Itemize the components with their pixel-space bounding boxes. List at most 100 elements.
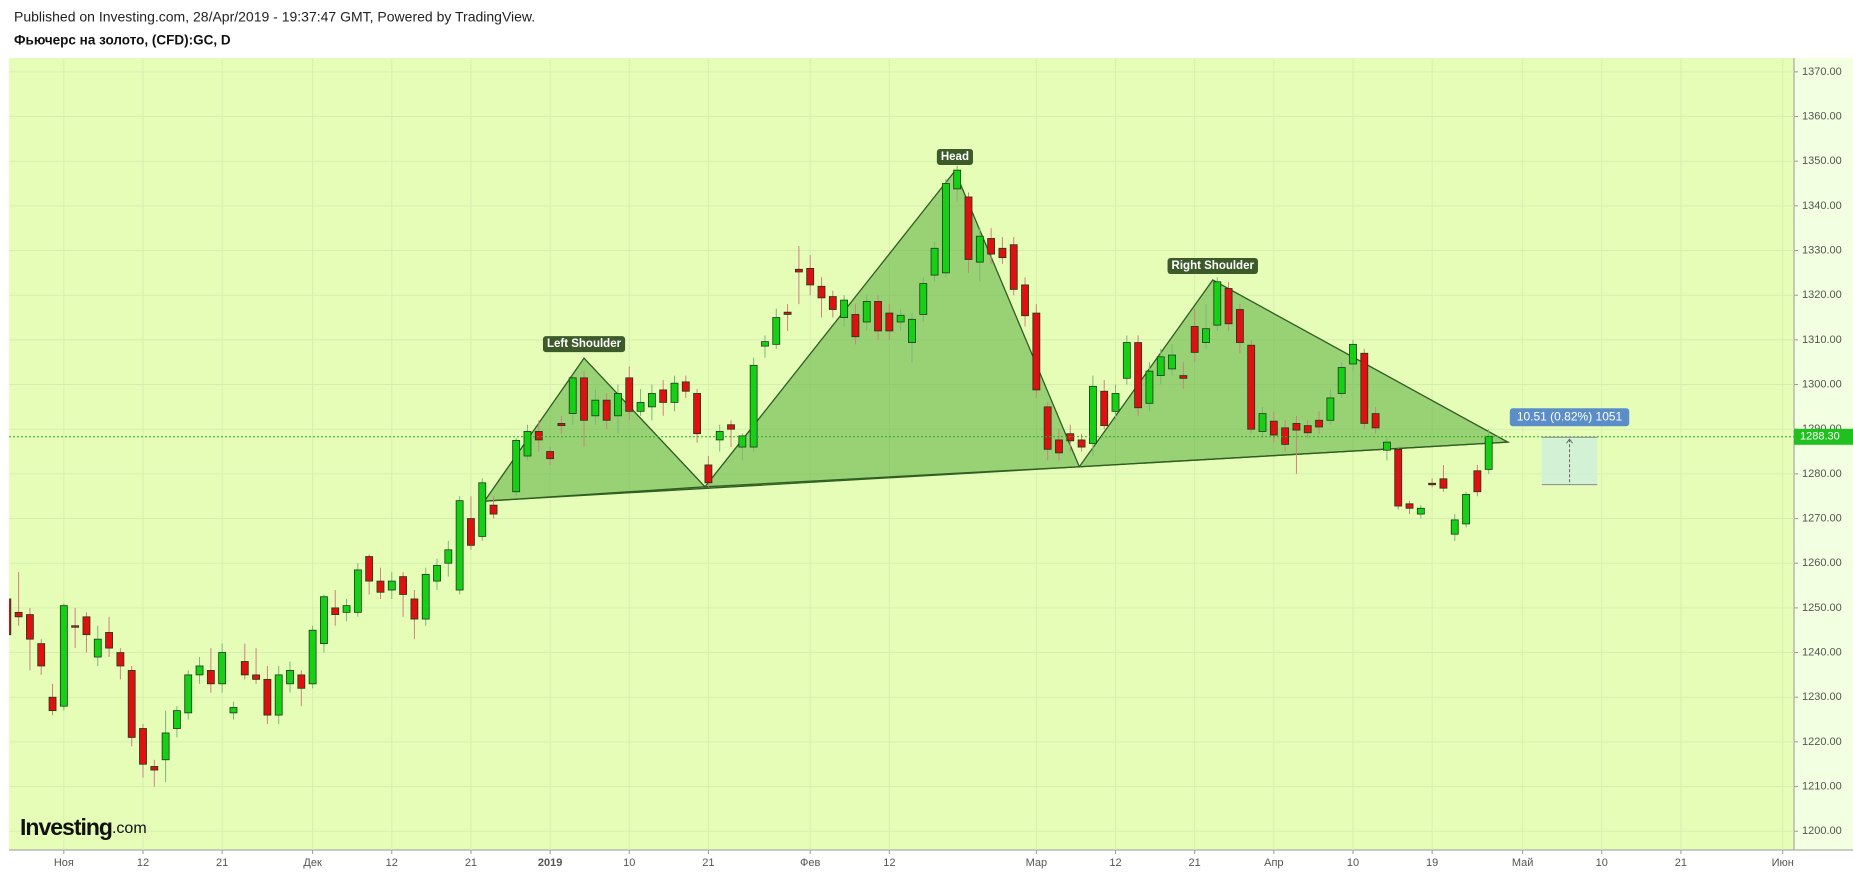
candle-body [240, 661, 249, 676]
candle-body [1247, 344, 1256, 430]
candle-body [1450, 519, 1459, 535]
y-tick-label: 1310.00 [1802, 334, 1842, 346]
candle-body [591, 399, 600, 417]
candle-body [840, 299, 849, 318]
candle-body [862, 301, 871, 323]
candle-body [387, 580, 396, 591]
candle-body [1224, 288, 1233, 325]
neckline [1079, 441, 1508, 468]
y-tick-label: 1330.00 [1802, 244, 1842, 256]
candle-body [941, 183, 950, 274]
x-tick-label: 12 [1109, 857, 1121, 869]
candle-body [1021, 284, 1029, 317]
candle-body [534, 431, 543, 441]
candle-body [919, 283, 928, 315]
x-tick-label: Ноя [54, 857, 74, 869]
candle-body [184, 674, 193, 714]
x-tick-label: Май [1512, 857, 1534, 869]
pattern-label: Right Shoulder [1172, 260, 1255, 272]
y-tick-label: 1270.00 [1802, 512, 1842, 524]
pattern-label-box [1167, 258, 1258, 275]
candle-body [93, 638, 102, 658]
candle-body [14, 611, 23, 618]
x-tick-label: Фев [800, 857, 820, 869]
y-tick-label: 1370.00 [1802, 66, 1842, 78]
candle-body [896, 314, 905, 323]
x-tick-label: Мар [1026, 857, 1048, 869]
candle-body [139, 728, 147, 765]
x-tick-label: 10 [623, 857, 635, 869]
y-tick-label: 1320.00 [1802, 289, 1842, 301]
candle-body [1043, 406, 1052, 450]
candle-body [1462, 494, 1470, 525]
logo-name: Investing [20, 814, 112, 840]
x-tick-label: 21 [1675, 857, 1687, 869]
candle-body [71, 625, 80, 628]
x-tick-label: Дек [303, 857, 322, 869]
candle-body [1281, 427, 1290, 445]
published-line: Published on Investing.com, 28/Apr/2019 … [14, 9, 535, 25]
candle-body [1326, 397, 1335, 421]
candle-body [546, 451, 555, 460]
candle-body [1009, 244, 1018, 290]
candle-body [647, 393, 656, 408]
pattern-label: Head [941, 151, 969, 163]
candle-body [1134, 342, 1143, 409]
candle-body [806, 267, 815, 286]
candle-body [953, 169, 962, 190]
candle-body [794, 268, 803, 273]
candle-body [1382, 441, 1391, 451]
candle-body [523, 431, 532, 457]
candle-body [783, 311, 792, 315]
candle-body [975, 235, 984, 263]
y-tick-label: 1340.00 [1802, 200, 1842, 212]
candle-body [670, 382, 679, 403]
y-tick-label: 1230.00 [1802, 691, 1842, 703]
candle-body [1190, 326, 1199, 353]
candle-body [161, 732, 170, 761]
candle-body [1145, 370, 1154, 404]
candle-body [1168, 354, 1176, 370]
y-tick-label: 1260.00 [1802, 557, 1842, 569]
candle-body [365, 556, 374, 582]
candle-body [987, 238, 996, 255]
x-tick-label: 10 [1347, 857, 1359, 869]
candle-body [320, 596, 328, 645]
candle-body [851, 314, 860, 338]
candle-body [772, 317, 781, 345]
candle-body [455, 500, 464, 591]
last-price-tag [1794, 428, 1853, 445]
measure-label-box [1509, 408, 1630, 427]
candle-body [1235, 309, 1244, 343]
candle-body [1122, 342, 1131, 379]
candle-body [568, 377, 577, 414]
x-tick-label: 21 [465, 857, 477, 869]
candle-body [342, 605, 351, 613]
candle-body [874, 301, 882, 332]
candle-body [625, 377, 634, 412]
pattern-label-box [936, 149, 973, 166]
candle-body [421, 573, 430, 620]
logo: Investing.com [20, 814, 147, 840]
candle-body [26, 614, 34, 640]
candle-body [297, 674, 306, 689]
candle-body [173, 710, 181, 729]
candle-body [681, 381, 690, 392]
candle-body [308, 629, 317, 685]
pattern-label: Left Shoulder [547, 338, 622, 350]
candle-body [410, 598, 419, 620]
candle-body [1484, 435, 1493, 470]
y-tick-label: 1210.00 [1802, 780, 1842, 792]
y-tick-label: 1240.00 [1802, 646, 1842, 658]
neckline [704, 466, 1080, 488]
candle-body [1371, 413, 1380, 429]
candle-body [636, 402, 645, 412]
candle-body [1179, 375, 1188, 379]
candle-body [1349, 343, 1357, 365]
candle-body [557, 423, 566, 427]
x-tick-label: Июн [1772, 857, 1794, 869]
candle-body [116, 652, 125, 667]
candle-body [195, 665, 204, 676]
